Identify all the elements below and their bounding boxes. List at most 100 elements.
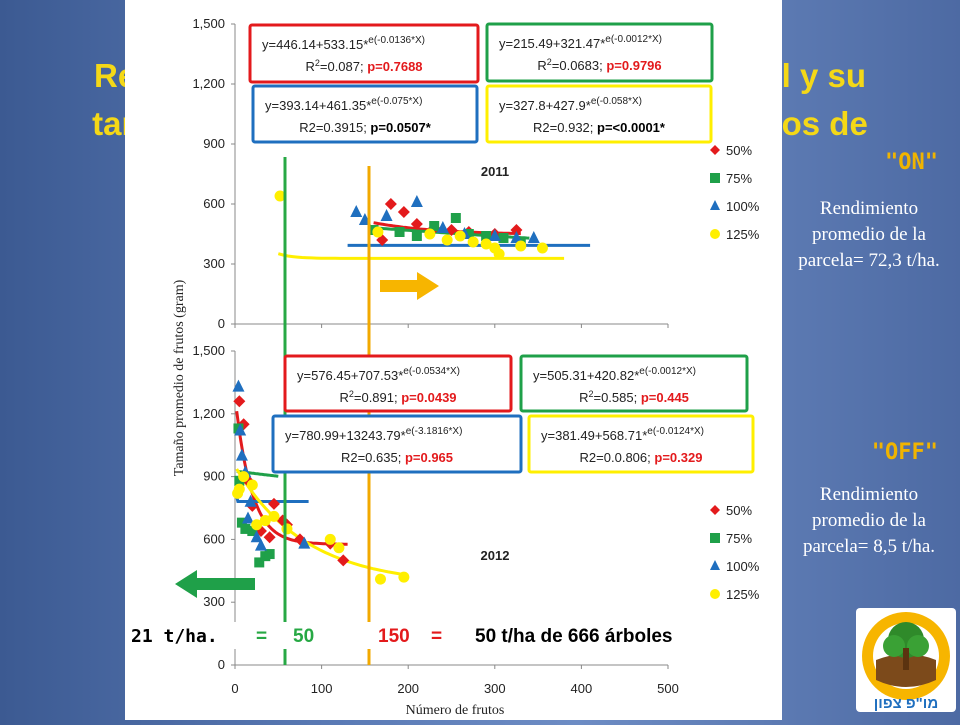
data-point-75pct (463, 229, 474, 239)
data-point-100pct (350, 205, 363, 217)
legend-label: 100% (726, 559, 760, 574)
data-point-75pct (429, 221, 440, 231)
equation-box (485, 84, 713, 144)
data-point-100pct (232, 379, 245, 392)
arrow-right-icon (380, 272, 439, 300)
data-point-75pct (236, 517, 247, 528)
r2-text: R2=0.0.806; p=0.329 (580, 450, 703, 465)
off-tag: "OFF" (871, 440, 938, 465)
legend-marker-125pct (710, 229, 720, 239)
data-point-100pct (298, 536, 311, 549)
x-tick-label: 0 (231, 681, 238, 696)
data-point-125pct (246, 479, 258, 491)
data-point-50pct (293, 533, 306, 546)
y-tick-label: 1,500 (192, 16, 225, 31)
equation-box (485, 22, 714, 83)
data-point-125pct (398, 571, 410, 583)
fit-curve-125pct (235, 468, 409, 577)
bottom-annotation: 21 t/ha. = 50 150 = 50 t/ha de 666 árbol… (125, 622, 673, 649)
annotation-mid-value: 50 (293, 626, 314, 647)
data-point-75pct (394, 227, 405, 237)
legend-marker-75pct (710, 533, 720, 543)
legend-marker-100pct (710, 560, 720, 570)
logo-hebrew-text: מו"פ צפון (874, 695, 938, 712)
plot-panel: Tamaño promedio de frutos (gram) Número … (125, 0, 782, 720)
legend-label: 50% (726, 143, 752, 158)
equation-boxes-layer: y=446.14+533.15*e(-0.0136*X) R2=0.087; p=… (248, 22, 755, 474)
annotation-eq2: = (431, 626, 442, 647)
r2-text: R2=0.635; p=0.965 (341, 450, 453, 465)
data-point-125pct (493, 248, 505, 260)
equation-box (248, 23, 480, 84)
y-tick-label: 600 (203, 531, 225, 546)
data-point-75pct (411, 231, 422, 241)
r2-text: R2=0.932; p=<0.0001* (533, 120, 666, 135)
data-point-100pct (380, 209, 393, 221)
data-point-125pct (515, 240, 527, 252)
x-axis-label: Número de frutos (406, 703, 505, 718)
legend-marker-125pct (710, 589, 720, 599)
data-point-75pct (264, 549, 275, 560)
chart-svg: Tamaño promedio de frutos (gram) Número … (125, 16, 760, 718)
data-point-125pct (536, 242, 548, 254)
legend-label: 125% (726, 587, 760, 602)
legend-marker-50pct (710, 505, 720, 515)
data-point-100pct (234, 423, 247, 436)
on-tag: "ON" (885, 150, 938, 175)
y-tick-label: 0 (218, 316, 225, 331)
data-point-125pct (480, 238, 492, 250)
x-tick-label: 500 (657, 681, 679, 696)
data-point-50pct (233, 395, 246, 408)
data-point-100pct (436, 221, 449, 233)
annotation-left-value: 21 t/ha. (131, 626, 218, 647)
y-tick-label: 0 (218, 657, 225, 672)
equation-text: y=505.31+420.82*e(-0.0012*X) (533, 366, 696, 383)
panel-year-label: 2012 (481, 548, 510, 563)
y-tick-label: 1,200 (192, 406, 225, 421)
data-point-75pct (498, 233, 509, 243)
annotation-bg (125, 622, 625, 649)
data-point-100pct (254, 538, 267, 551)
legend-marker-75pct (710, 173, 720, 183)
data-point-125pct (281, 523, 293, 535)
data-point-125pct (268, 510, 280, 522)
y-tick-label: 900 (203, 136, 225, 151)
points-layer (232, 190, 548, 585)
r2-text: R2=0.3915; p=0.0507* (299, 120, 431, 135)
equation-text: y=446.14+533.15*e(-0.0136*X) (262, 35, 425, 52)
annotation-eq1: = (256, 626, 267, 647)
r2-text: R2=0.087; p=0.7688 (305, 58, 422, 74)
data-point-100pct (488, 229, 501, 241)
equation-text: y=780.99+13243.79*e(-3.1816*X) (285, 426, 462, 443)
data-point-125pct (274, 190, 286, 202)
data-point-125pct (233, 483, 245, 495)
data-point-50pct (241, 474, 254, 487)
tree-logo-icon: מו"פ צפון (862, 612, 950, 712)
data-point-125pct (251, 519, 263, 531)
data-point-75pct (450, 213, 461, 223)
r2-text: R2=0.0683; p=0.9796 (537, 57, 661, 73)
equation-text: y=381.49+568.71*e(-0.0124*X) (541, 426, 704, 443)
equation-box (527, 414, 755, 474)
data-point-125pct (374, 573, 386, 585)
equation-box (283, 354, 513, 413)
legend-marker-100pct (710, 200, 720, 210)
panel-year-label: 2011 (481, 164, 509, 179)
equation-text: y=393.14+461.35*e(-0.075*X) (265, 96, 422, 113)
legend-label: 50% (726, 503, 752, 518)
y-tick-label: 1,500 (192, 343, 225, 358)
data-point-125pct (424, 228, 436, 240)
data-point-125pct (259, 515, 271, 527)
data-point-125pct (467, 236, 479, 248)
x-tick-label: 100 (311, 681, 333, 696)
legend-label: 75% (726, 531, 752, 546)
data-point-75pct (247, 526, 258, 537)
equation-box (271, 414, 523, 474)
r2-text: R2=0.585; p=0.445 (579, 389, 689, 405)
data-point-100pct (235, 448, 248, 461)
legend-label: 100% (726, 199, 760, 214)
data-point-75pct (240, 523, 251, 534)
data-point-125pct (238, 471, 250, 483)
on-yield-text: Rendimiento promedio de la parcela= 72,3… (798, 198, 940, 271)
legend-layer: 50% 75% 100% 125% 50% 75% 100% 125% (710, 143, 760, 602)
